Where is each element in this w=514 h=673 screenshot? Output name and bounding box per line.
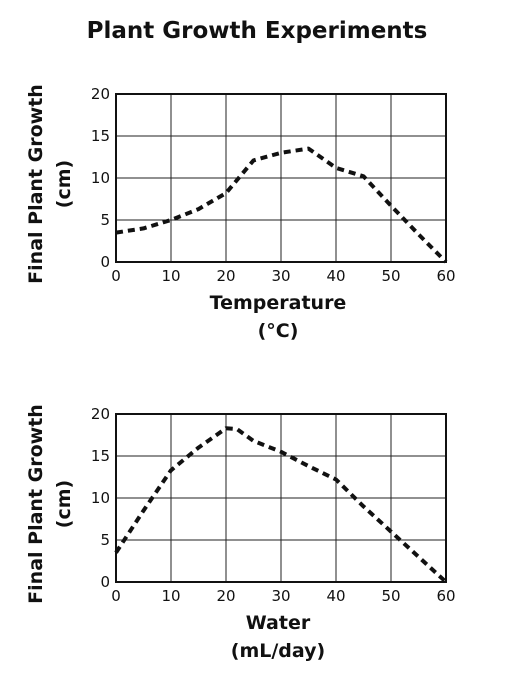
x-tick-label: 50 [381, 267, 400, 285]
x-axis-title: (mL/day) [231, 640, 325, 662]
y-tick-label: 20 [91, 405, 110, 423]
y-tick-label: 20 [91, 85, 110, 103]
y-axis-title: (cm) [53, 480, 75, 528]
x-tick-label: 60 [436, 267, 455, 285]
x-axis-title: Temperature [210, 292, 347, 314]
x-axis-title: (°C) [258, 320, 299, 342]
y-axis-title: Final Plant Growth [25, 404, 47, 604]
x-tick-label: 10 [161, 587, 180, 605]
x-tick-label: 0 [111, 587, 121, 605]
page-title: Plant Growth Experiments [86, 18, 428, 44]
y-axis-title: Final Plant Growth [25, 84, 47, 284]
x-tick-label: 30 [271, 267, 290, 285]
x-tick-label: 10 [161, 267, 180, 285]
growth-series-line [114, 426, 448, 584]
plot-frame [115, 413, 447, 583]
y-tick-label: 15 [91, 127, 110, 145]
y-tick-label: 5 [100, 531, 110, 549]
x-tick-label: 60 [436, 587, 455, 605]
y-axis-title: (cm) [53, 160, 75, 208]
x-tick-label: 30 [271, 587, 290, 605]
temperature-chart: 0 5 10 15 20 0 10 20 30 40 50 60 Temperature (°C) Fina… [25, 84, 456, 342]
y-tick-label: 10 [91, 489, 110, 507]
water-chart: 0 5 10 15 20 0 10 20 30 40 50 60 Water (mL/day) Final … [25, 404, 456, 662]
x-tick-label: 20 [216, 267, 235, 285]
y-tick-label: 0 [100, 573, 110, 591]
x-axis-title: Water [246, 612, 311, 634]
x-tick-label: 20 [216, 587, 235, 605]
plot-frame [115, 93, 447, 263]
x-tick-label: 40 [326, 267, 345, 285]
y-tick-label: 5 [100, 211, 110, 229]
y-tick-label: 0 [100, 253, 110, 271]
y-tick-label: 10 [91, 169, 110, 187]
x-tick-label: 40 [326, 587, 345, 605]
y-tick-label: 15 [91, 447, 110, 465]
x-tick-label: 0 [111, 267, 121, 285]
x-tick-label: 50 [381, 587, 400, 605]
